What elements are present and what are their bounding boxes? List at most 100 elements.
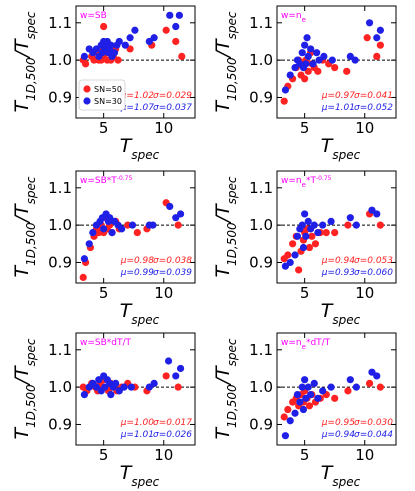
sn30-point (328, 56, 336, 64)
sn30-point (320, 52, 328, 61)
sn30-point (291, 251, 299, 259)
sn30-point (80, 255, 89, 263)
sn50-point (344, 221, 352, 229)
sn30-point (310, 221, 318, 229)
y-tick-label: 1.1 (249, 179, 273, 197)
sn50-point (314, 67, 322, 75)
sn50-point (79, 273, 87, 281)
legend-label: SN=50 (94, 85, 122, 94)
sn30-point (131, 26, 139, 34)
sigma-sn30: σ=0.044 (354, 430, 393, 440)
sn50-point (295, 266, 303, 274)
sn50-point (376, 41, 384, 49)
sn30-point (121, 41, 129, 49)
x-tick-label: 10 (154, 119, 173, 137)
sn50-point (284, 251, 292, 259)
sn50-point (289, 240, 297, 248)
x-tick-label: 10 (355, 119, 374, 137)
y-tick-label: 1.1 (249, 341, 273, 359)
x-tick-label: 5 (99, 119, 109, 137)
sn30-point (301, 41, 309, 49)
sn30-point (291, 409, 299, 417)
sn50-point (301, 75, 309, 83)
sn30-point (303, 34, 311, 42)
sn30-point (80, 391, 89, 399)
sn50-point (322, 229, 330, 237)
sn30-point (301, 210, 309, 218)
sn50-point (162, 26, 170, 34)
y-tick-label: 0.9 (249, 415, 273, 433)
sn50-point (311, 240, 320, 248)
sn50-point (100, 22, 108, 31)
sn30-point (281, 432, 290, 440)
y-tick-label: 1.0 (48, 216, 72, 234)
mean-sn50: μ=1.02 (120, 91, 155, 101)
sn30-point (112, 379, 120, 387)
sn30-point (310, 379, 318, 387)
sn30-point (373, 372, 381, 380)
y-tick-label: 0.9 (48, 253, 72, 271)
sn50-point (331, 394, 339, 402)
x-axis-label: Tspec (120, 300, 160, 327)
weighting-label: w=SB (80, 11, 107, 21)
sn30-point (107, 391, 115, 399)
sn30-point (307, 45, 315, 53)
y-axis-label: T1D,500/Tspec (11, 338, 38, 439)
weighting-label: w=SB*dT/T (80, 338, 132, 348)
sn30-point (149, 221, 157, 229)
sigma-sn50: σ=0.017 (153, 418, 192, 428)
sn30-point (319, 221, 327, 229)
plot-frame (75, 170, 196, 284)
legend-marker (83, 85, 91, 93)
sn50-point (133, 229, 141, 237)
sn30-point (296, 398, 304, 406)
sn30-point (286, 417, 294, 425)
sn30-point (107, 41, 115, 49)
y-tick-label: 0.9 (249, 88, 273, 106)
sn50-point (344, 387, 352, 395)
sn50-point (174, 221, 182, 229)
sn50-point (162, 372, 170, 380)
sn30-point (327, 383, 335, 391)
sn30-point (80, 52, 89, 61)
sn50-point (305, 402, 314, 410)
sn50-point (308, 232, 316, 240)
sn50-point (280, 413, 288, 421)
legend: SN=50 SN=30 (78, 79, 126, 111)
x-tick-label: 10 (154, 446, 173, 464)
sn30-point (175, 11, 183, 19)
sigma-sn30: σ=0.052 (354, 103, 393, 113)
mean-sn30: μ=1.07 (120, 103, 155, 113)
sn50-point (178, 52, 186, 61)
sn50-point (331, 64, 339, 72)
sn30-point (115, 37, 123, 46)
x-axis-label: Tspec (321, 300, 361, 327)
sn30-point (89, 229, 97, 237)
sigma-sn30: σ=0.060 (354, 268, 393, 278)
sn50-point (363, 34, 371, 42)
mean-sn30: μ=1.01 (321, 103, 355, 113)
y-tick-label: 0.9 (48, 88, 72, 106)
x-tick-label: 10 (154, 284, 173, 302)
x-tick-label: 5 (300, 284, 310, 302)
x-axis-label: Tspec (321, 462, 361, 489)
y-tick-label: 1.0 (48, 378, 72, 396)
sn30-point (319, 387, 327, 395)
y-tick-label: 1.1 (249, 14, 273, 32)
sn30-point (128, 221, 137, 229)
sn30-point (164, 357, 173, 365)
sn30-point (298, 221, 306, 229)
sn30-point (172, 22, 180, 31)
x-tick-label: 5 (300, 446, 310, 464)
y-tick-label: 0.9 (48, 415, 72, 433)
sn30-point (302, 232, 310, 240)
weighting-label: w=ne*dT/T (281, 338, 331, 351)
sn30-point (176, 364, 185, 373)
y-tick-label: 1.0 (249, 51, 273, 69)
sn30-point (304, 383, 312, 391)
sn30-point (166, 202, 174, 211)
sn30-point (314, 394, 322, 402)
sn50-point (331, 229, 339, 237)
